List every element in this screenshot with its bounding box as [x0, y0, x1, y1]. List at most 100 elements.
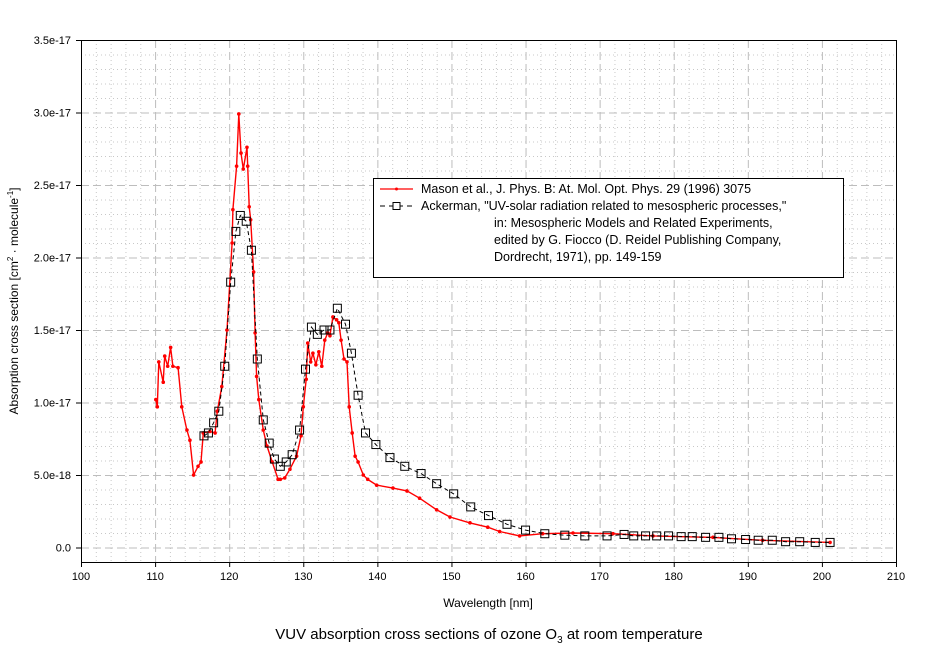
ackerman-data-point: [560, 530, 570, 540]
legend-ackerman-label: Ackerman, "UV-solar radiation related to…: [421, 199, 786, 213]
mason-data-point: [179, 405, 184, 409]
ackerman-data-point: [226, 277, 236, 287]
mason-data-point: [208, 429, 212, 434]
mason-data-point: [261, 428, 266, 432]
mason-data-point: [191, 473, 196, 477]
ackerman-data-point: [701, 532, 711, 542]
mason-data-point: [301, 405, 306, 409]
ackerman-data-point: [319, 325, 329, 335]
mason-data-point: [334, 318, 339, 322]
mason-data-point: [278, 477, 283, 482]
legend-ackerman-label-line4: Dordrecht, 1971), pp. 149-159: [494, 250, 662, 264]
x-tick-label: 160: [516, 571, 534, 583]
mason-data-point: [347, 405, 352, 409]
mason-data-point: [245, 164, 250, 168]
ackerman-data-point: [629, 531, 639, 541]
mason-data-point: [253, 331, 257, 335]
ackerman-data-point: [449, 489, 459, 499]
ackerman-data-point: [741, 535, 751, 545]
mason-data-point: [434, 508, 439, 512]
grid: [81, 40, 896, 562]
ackerman-data-point: [346, 348, 356, 358]
mason-data-point: [308, 360, 313, 364]
mason-data-point: [241, 167, 246, 171]
ackerman-data-point: [231, 226, 241, 236]
ackerman-data-point: [795, 537, 805, 547]
legend-box: [373, 178, 844, 278]
ackerman-data-point: [361, 428, 371, 438]
ackerman-data-point: [400, 461, 410, 471]
mason-data-point: [257, 397, 261, 402]
mason-data-point: [305, 341, 310, 345]
mason-data-point: [231, 207, 235, 212]
ackerman-data-point: [325, 325, 335, 335]
mason-data-point: [356, 460, 360, 464]
mason-data-point: [485, 525, 490, 529]
mason-data-point: [225, 328, 229, 332]
ackerman-data-point: [203, 428, 213, 438]
ackerman-data-point: [295, 425, 305, 435]
x-tick-label: 140: [368, 571, 386, 583]
mason-data-point: [417, 496, 422, 501]
mason-data-point: [219, 384, 224, 389]
legend: Mason et al., J. Phys. B: At. Mol. Opt. …: [373, 178, 844, 278]
mason-data-point: [365, 477, 370, 482]
legend-ackerman-marker: [392, 202, 401, 210]
ackerman-data-point: [416, 469, 426, 479]
ackerman-data-point: [825, 537, 835, 547]
mason-data-point: [156, 360, 161, 364]
mason-data-point: [339, 338, 343, 342]
ackerman-data-point: [269, 454, 279, 464]
x-tick-label: 110: [146, 571, 164, 583]
chart-title: VUV absorption cross sections of ozone O…: [275, 626, 702, 646]
mason-data-point: [350, 431, 354, 435]
ackerman-data-point: [246, 245, 256, 255]
ackerman-data-point: [687, 532, 697, 542]
mason-data-point: [468, 521, 472, 525]
ackerman-data-point: [753, 535, 763, 545]
x-tick-label: 120: [220, 571, 238, 583]
mason-data-point: [311, 351, 315, 356]
mason-data-point: [237, 112, 241, 116]
ackerman-data-point: [371, 440, 381, 450]
y-axis-label: Absorption cross section [cm2 · molecule…: [6, 187, 21, 414]
x-tick-label: 130: [294, 571, 312, 583]
mason-data-point: [317, 349, 321, 354]
ackerman-data-point: [432, 479, 442, 489]
mason-data-point: [213, 431, 217, 435]
mason-data-point: [345, 360, 349, 364]
mason-data-point: [361, 473, 366, 477]
ackerman-data-point: [241, 216, 251, 226]
ackerman-data-point: [214, 406, 224, 416]
ackerman-data-point: [332, 303, 342, 313]
ackerman-data-point: [652, 531, 662, 541]
y-tick-label: 3.0e-17: [34, 108, 71, 120]
legend-mason-label: Mason et al., J. Phys. B: At. Mol. Opt. …: [421, 182, 751, 196]
ackerman-data-point: [466, 502, 476, 512]
y-tick-label: 3.5e-17: [34, 35, 71, 47]
mason-data-point: [176, 365, 180, 370]
ackerman-data-point: [714, 532, 724, 542]
mason-data-point: [234, 164, 239, 168]
x-tick-label: 170: [590, 571, 608, 583]
ackerman-data-point: [306, 322, 316, 332]
ackerman-data-point: [264, 438, 274, 448]
mason-data-point: [168, 345, 173, 350]
ackerman-data-point: [676, 532, 686, 542]
ackerman-data-point: [540, 529, 550, 539]
mason-data-point: [245, 145, 249, 150]
mason-data-point: [448, 515, 452, 519]
ackerman-data-point: [727, 534, 737, 544]
mason-data-point: [154, 397, 158, 402]
mason-data-point: [185, 428, 189, 432]
ackerman-data-point: [385, 453, 395, 463]
mason-data-point: [299, 434, 303, 438]
x-tick-labels: 100 110 120 130 140 150 160 170 180 190 200 210: [72, 571, 905, 583]
ackerman-data-point: [502, 519, 512, 529]
ackerman-series-line: [203, 214, 831, 543]
x-tick-label: 180: [665, 571, 683, 583]
mason-data-point: [711, 535, 715, 540]
mason-data-point: [196, 464, 200, 469]
mason-data-point: [571, 531, 575, 535]
mason-data-point: [165, 364, 170, 369]
